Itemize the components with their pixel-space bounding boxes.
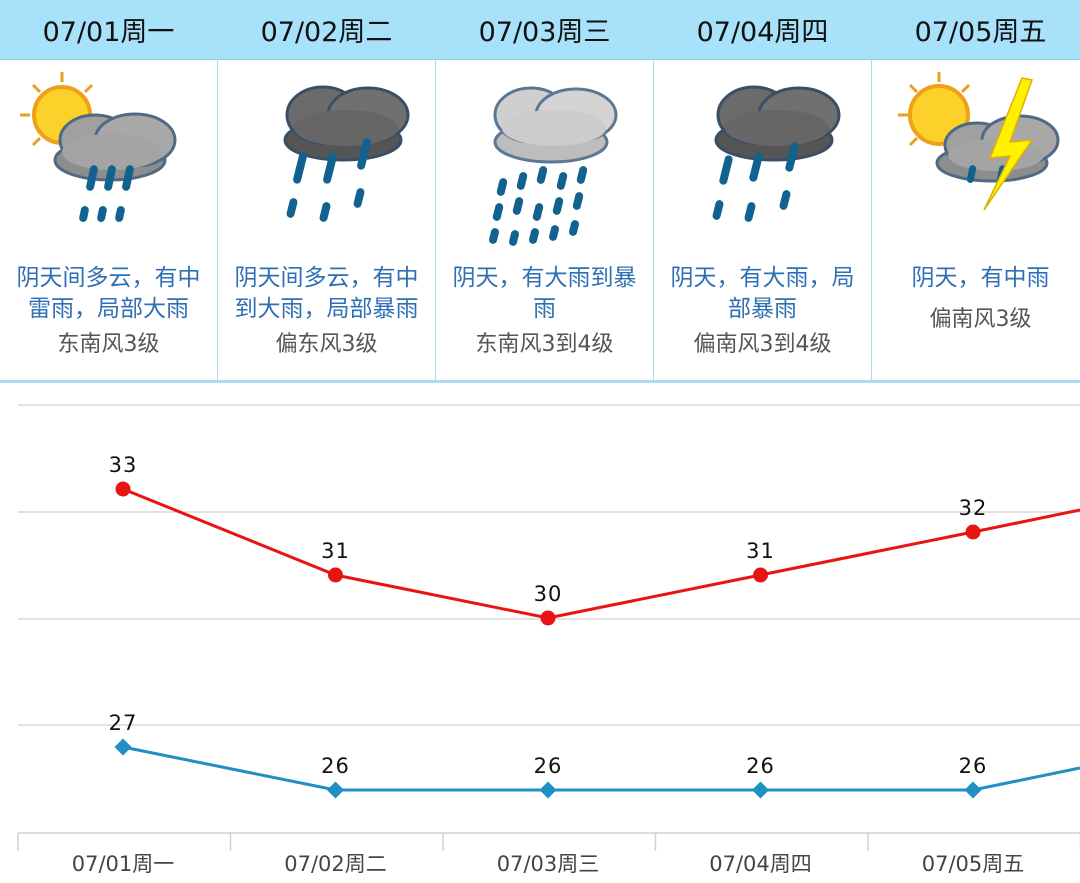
high-temp-label: 31 — [321, 539, 350, 563]
day-column: 07/02周二 阴天间多云，有中到大雨，局部暴雨 偏东风3级 — [218, 0, 436, 380]
high-temp-point — [965, 524, 981, 540]
x-axis: 07/01周一 07/02周二 07/03周三 07/04周四 07/05周五 — [17, 832, 1080, 876]
low-temp-point — [964, 781, 982, 799]
wind-info: 东南风3级 — [57, 332, 160, 357]
forecast-panel: 07/01周一 — [0, 0, 1080, 383]
day-date: 07/01周一 — [0, 0, 217, 60]
temperature-chart: 07/01周一 07/02周二 07/03周三 07/04周四 07/05周五 33 31… — [17, 404, 1080, 876]
day-column: 07/01周一 — [0, 0, 218, 380]
sun-cloud-thunder-icon — [872, 60, 1080, 250]
x-tick-label: 07/05周五 — [922, 852, 1025, 876]
day-date: 07/05周五 — [872, 0, 1080, 60]
grid-lines — [18, 404, 1080, 726]
wind-info: 偏南风3级 — [929, 307, 1032, 332]
day-column: 07/04周四 阴天，有大雨，局部暴雨 偏南风3到4级 — [654, 0, 872, 380]
x-tick-label: 07/01周一 — [72, 852, 175, 876]
x-tick-label: 07/02周二 — [284, 852, 387, 876]
cloud-heavy-rain-icon — [436, 60, 653, 250]
series-lines — [122, 487, 1080, 792]
high-temp-point — [753, 567, 768, 583]
wind-info: 偏南风3到4级 — [693, 332, 832, 357]
data-points: 33 31 30 31 32 27 26 26 26 26 — [109, 453, 988, 799]
day-date: 07/03周三 — [436, 0, 653, 60]
low-temp-point — [114, 738, 132, 756]
weather-description: 阴天，有大雨，局部暴雨 — [670, 265, 855, 322]
low-temp-line — [122, 745, 1080, 792]
low-temp-label: 26 — [959, 754, 988, 778]
day-date: 07/04周四 — [654, 0, 871, 60]
sun-cloud-rain-icon — [0, 60, 217, 250]
low-temp-label: 26 — [534, 754, 563, 778]
high-temp-point — [328, 567, 343, 583]
x-tick-label: 07/03周三 — [497, 852, 600, 876]
low-temp-label: 27 — [109, 711, 138, 735]
high-temp-label: 33 — [109, 453, 138, 477]
high-temp-point — [540, 610, 556, 626]
dark-cloud-rain-icon — [654, 60, 871, 250]
weather-description: 阴天间多云，有中到大雨，局部暴雨 — [234, 265, 419, 322]
day-column: 07/05周五 阴天，有中雨 偏南风3级 — [872, 0, 1080, 380]
low-temp-label: 26 — [321, 754, 350, 778]
dark-cloud-rain-icon — [218, 60, 435, 250]
weather-description: 阴天，有中雨 — [911, 265, 1050, 291]
low-temp-label: 26 — [746, 754, 775, 778]
low-temp-point — [539, 781, 557, 799]
wind-info: 偏东风3级 — [275, 332, 378, 357]
high-temp-point — [115, 481, 131, 497]
high-temp-line — [122, 487, 1080, 620]
weather-description: 阴天，有大雨到暴雨 — [452, 265, 637, 322]
high-temp-label: 30 — [534, 582, 563, 606]
low-temp-point — [752, 781, 769, 799]
weather-description: 阴天间多云，有中雷雨，局部大雨 — [16, 265, 201, 322]
day-column: 07/03周三 — [436, 0, 654, 380]
wind-info: 东南风3到4级 — [475, 332, 614, 357]
day-date: 07/02周二 — [218, 0, 435, 60]
high-temp-label: 31 — [746, 539, 775, 563]
high-temp-label: 32 — [959, 496, 988, 520]
low-temp-point — [327, 781, 344, 799]
x-tick-label: 07/04周四 — [709, 852, 812, 876]
